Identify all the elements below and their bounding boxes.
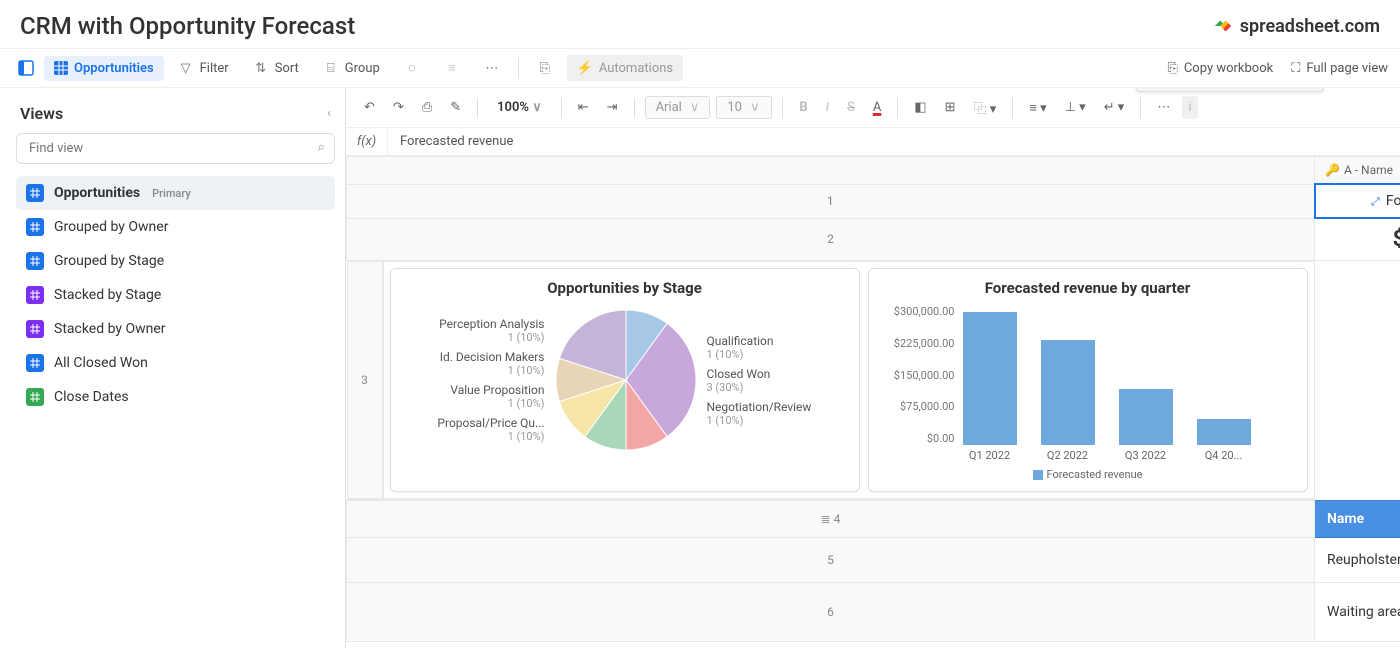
filter-button[interactable]: ▽Filter	[168, 55, 239, 81]
view-item-close-dates[interactable]: Close Dates	[16, 380, 335, 414]
data-cell[interactable]: 5	[347, 538, 1315, 583]
search-icon: ⌕	[318, 140, 325, 155]
view-item-grouped-by-owner[interactable]: Grouped by Owner	[16, 210, 335, 244]
spreadsheet-logo-icon	[1212, 15, 1234, 37]
outdent-button[interactable]: ⇤	[572, 96, 595, 119]
automation-icon: ⚡	[577, 60, 593, 76]
bar	[963, 312, 1017, 445]
group-button[interactable]: ⌸Group	[313, 55, 390, 81]
merge-button[interactable]: ⿻ ▾	[968, 94, 1003, 121]
grid-icon	[26, 184, 44, 202]
indent-button[interactable]: ⇥	[601, 96, 624, 119]
v-align-button[interactable]: ⊥ ▾	[1059, 96, 1092, 119]
strike-button[interactable]: S	[841, 96, 861, 119]
sort-icon: ⇅	[253, 60, 269, 76]
copy-workbook-button[interactable]: ⎘Copy workbook	[1167, 61, 1273, 76]
pie-chart-card: Opportunities by StagePerception Analysi…	[390, 268, 860, 492]
fx-value[interactable]: Forecasted revenue	[388, 128, 525, 155]
views-sidebar: Views ‹ ⌕ OpportunitiesPrimaryGrouped by…	[0, 88, 346, 648]
stack-icon	[26, 286, 44, 304]
full-page-button[interactable]: ⛶Full page view	[1291, 61, 1388, 76]
view-item-stacked-by-owner[interactable]: Stacked by Owner	[16, 312, 335, 346]
bar-chart-card: Forecasted revenue by quarter$300,000.00…	[868, 268, 1308, 492]
more-format-button[interactable]: ⋯	[1151, 96, 1176, 119]
zoom-select[interactable]: 100% ∨	[488, 96, 551, 119]
primary-toolbar: Opportunities ▽Filter ⇅Sort ⌸Group ◌ ≡ ⋯…	[0, 49, 1400, 88]
collapse-sidebar-button[interactable]: ‹	[327, 106, 331, 121]
grid-icon	[54, 61, 68, 75]
cal-icon	[26, 388, 44, 406]
expand-row-icon[interactable]: ⤢	[1371, 195, 1380, 208]
format-toolbar: CRM with Opportunity Forecast ↶ ↷ ⎙ ✎ 10…	[346, 88, 1400, 128]
font-size-select[interactable]: 10∨	[716, 96, 772, 119]
formula-bar: f(x) Forecasted revenue	[346, 128, 1400, 156]
row-height-icon: ≡	[444, 60, 460, 76]
borders-button[interactable]: ⊞	[939, 96, 962, 119]
stack-icon	[26, 320, 44, 338]
bar	[1041, 340, 1095, 445]
more-icon: ⋯	[484, 60, 500, 76]
text-color-button[interactable]: A	[867, 96, 887, 119]
font-select[interactable]: Arial∨	[645, 96, 711, 119]
fill-color-button[interactable]: ◧	[908, 96, 932, 119]
more-button[interactable]: ⋯	[474, 55, 510, 81]
h-align-button[interactable]: ≡ ▾	[1023, 96, 1052, 120]
undo-button[interactable]: ↶	[358, 96, 381, 119]
view-item-grouped-by-stage[interactable]: Grouped by Stage	[16, 244, 335, 278]
bar	[1119, 389, 1173, 445]
summary-label-cell[interactable]: ⤢Forecasted revenue	[1315, 184, 1400, 218]
copy-icon: ⎘	[1167, 61, 1177, 76]
share-icon: ⎘	[537, 60, 553, 76]
views-title: Views	[20, 104, 63, 123]
data-cell[interactable]: Reupholster booths	[1315, 538, 1400, 583]
view-item-all-closed-won[interactable]: All Closed Won	[16, 346, 335, 380]
share-button[interactable]: ⎘	[527, 55, 563, 81]
grid-icon	[26, 252, 44, 270]
fx-label: f(x)	[346, 128, 388, 155]
wrap-button[interactable]: ↵ ▾	[1098, 96, 1131, 119]
view-item-opportunities[interactable]: OpportunitiesPrimary	[16, 176, 335, 210]
opportunities-label: Opportunities	[74, 61, 154, 76]
italic-button[interactable]: I	[820, 96, 835, 119]
group-icon: ⌸	[323, 60, 339, 76]
brand-logo[interactable]: spreadsheet.com	[1212, 15, 1380, 37]
eye-off-icon: ◌	[404, 60, 420, 76]
format-painter-button[interactable]: ✎	[444, 96, 467, 119]
grid-icon	[26, 218, 44, 236]
bold-button[interactable]: B	[793, 96, 813, 119]
automations-button[interactable]: ⚡Automations	[567, 55, 683, 81]
brand-text: spreadsheet.com	[1240, 16, 1380, 37]
filter-icon: ▽	[178, 60, 194, 76]
redo-button[interactable]: ↷	[387, 96, 410, 119]
bar	[1197, 419, 1251, 445]
expand-icon: ⛶	[1291, 61, 1300, 76]
app-header: CRM with Opportunity Forecast spreadshee…	[0, 0, 1400, 49]
data-cell[interactable]: 6	[347, 583, 1315, 642]
sort-button[interactable]: ⇅Sort	[243, 55, 309, 81]
spreadsheet-grid[interactable]: 🔑A - Name≣B - Account$C - Revenue◯D - St…	[346, 156, 1400, 648]
app-title: CRM with Opportunity Forecast	[20, 12, 355, 40]
views-icon-button[interactable]	[12, 55, 40, 81]
title-tooltip: CRM with Opportunity Forecast	[1136, 88, 1324, 92]
view-item-stacked-by-stage[interactable]: Stacked by Stage	[16, 278, 335, 312]
print-button[interactable]: ⎙	[416, 96, 438, 119]
grid-icon	[26, 354, 44, 372]
info-button[interactable]: i	[1182, 96, 1197, 119]
row-height-button[interactable]: ≡	[434, 55, 470, 81]
data-cell[interactable]: Waiting area furnishing	[1315, 583, 1400, 642]
hide-button[interactable]: ◌	[394, 55, 430, 81]
opportunities-tab[interactable]: Opportunities	[44, 56, 164, 81]
search-views-input[interactable]	[16, 133, 335, 164]
